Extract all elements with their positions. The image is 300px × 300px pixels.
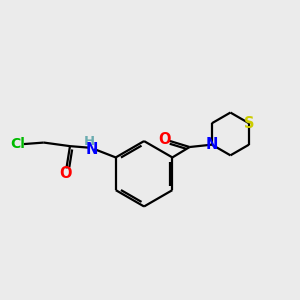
Text: Cl: Cl <box>11 137 26 151</box>
Text: S: S <box>244 116 254 131</box>
Text: N: N <box>206 137 218 152</box>
Text: O: O <box>158 132 170 147</box>
Text: N: N <box>85 142 98 157</box>
Text: O: O <box>59 166 71 181</box>
Text: H: H <box>83 135 94 148</box>
